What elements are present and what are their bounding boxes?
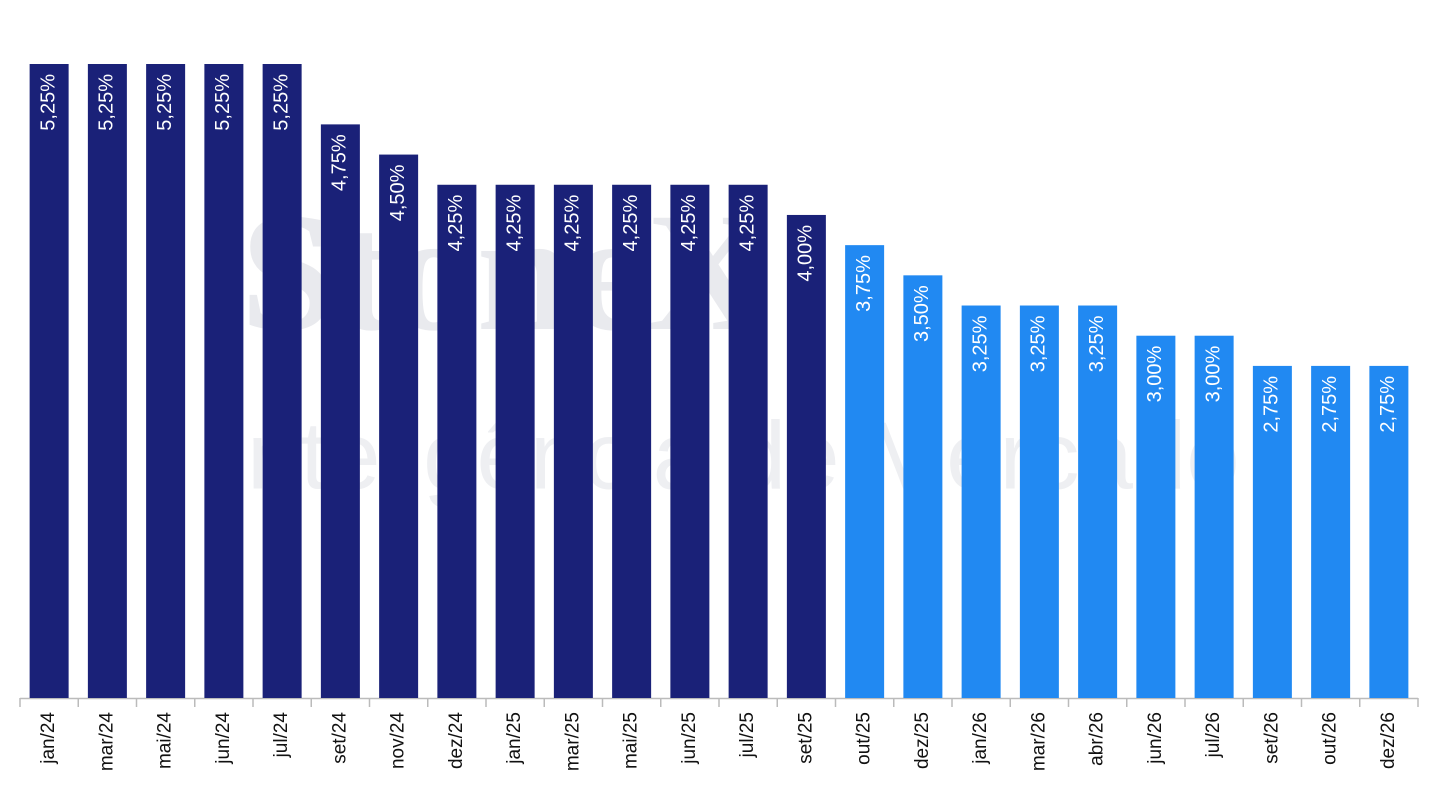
bar: [495, 184, 535, 698]
x-tick-label: dez/24: [446, 712, 467, 769]
bar: [553, 184, 593, 698]
value-label: 4,75%: [329, 134, 351, 191]
bar: [1019, 305, 1059, 698]
bar: [437, 184, 477, 698]
value-label: 5,25%: [212, 74, 234, 131]
value-label: 4,25%: [620, 195, 642, 252]
x-tick-label: mar/25: [562, 712, 583, 771]
value-label: 2,75%: [1319, 376, 1341, 433]
x-tick-label: mar/24: [96, 712, 117, 772]
value-label: 3,00%: [1144, 346, 1166, 403]
x-tick-label: nov/24: [388, 712, 409, 769]
value-label: 3,50%: [911, 285, 933, 342]
bar: [146, 64, 186, 698]
value-label: 5,25%: [154, 74, 176, 131]
bar: [1311, 365, 1351, 698]
bar: [29, 64, 69, 698]
x-tick-label: set/25: [795, 712, 816, 764]
value-label: 4,50%: [387, 164, 409, 221]
value-label: 3,25%: [1086, 315, 1108, 372]
value-label: 2,75%: [1377, 376, 1399, 433]
value-label: 4,25%: [445, 195, 467, 252]
x-tick-label: mai/25: [621, 712, 642, 769]
bar: [845, 245, 885, 698]
value-label: 4,25%: [562, 195, 584, 252]
bar: [1252, 365, 1292, 698]
bar: [204, 64, 244, 698]
value-label: 4,25%: [678, 195, 700, 252]
bar: [961, 305, 1001, 698]
value-label: 3,75%: [853, 255, 875, 312]
bar: [320, 124, 360, 698]
bar: [612, 184, 652, 698]
x-tick-label: dez/26: [1378, 712, 1399, 769]
x-tick-label: out/25: [854, 712, 875, 765]
value-label: 5,25%: [37, 74, 59, 131]
bar: [903, 275, 943, 698]
value-label: 3,25%: [1028, 315, 1050, 372]
value-label: 4,25%: [736, 195, 758, 252]
x-tick-label: jun/26: [1145, 712, 1166, 765]
x-tick-label: jan/25: [504, 712, 525, 765]
x-tick-label: jul/24: [271, 712, 292, 759]
x-tick-label: abr/26: [1087, 712, 1108, 766]
x-tick-label: jan/24: [38, 712, 59, 765]
x-tick-label: set/24: [329, 712, 350, 764]
bar: [786, 214, 826, 698]
x-tick-label: jul/25: [737, 712, 758, 758]
value-label: 5,25%: [270, 74, 292, 131]
value-label: 3,25%: [969, 315, 991, 372]
value-label: 5,25%: [96, 74, 118, 131]
bar: [1194, 335, 1234, 698]
x-tick-label: jun/25: [679, 712, 700, 765]
x-tick-label: set/26: [1261, 712, 1282, 764]
value-label: 3,00%: [1202, 346, 1224, 403]
value-label: 4,25%: [503, 195, 525, 252]
x-tick-label: mai/24: [155, 712, 176, 769]
x-tick-label: dez/25: [912, 712, 933, 769]
x-tick-label: out/26: [1320, 712, 1341, 765]
bar: [1369, 365, 1409, 698]
bar: [262, 64, 302, 698]
bar: [670, 184, 710, 698]
x-tick-label: jan/26: [970, 712, 991, 765]
value-label: 2,75%: [1261, 376, 1283, 433]
x-tick-label: jun/24: [213, 712, 234, 765]
bar: [1136, 335, 1176, 698]
value-label: 4,00%: [795, 225, 817, 282]
x-tick-label: mar/26: [1028, 712, 1049, 771]
bar: [379, 154, 419, 699]
bar: [87, 64, 127, 698]
bar: [728, 184, 768, 698]
x-tick-label: jul/26: [1203, 712, 1224, 758]
bar: [1078, 305, 1118, 698]
